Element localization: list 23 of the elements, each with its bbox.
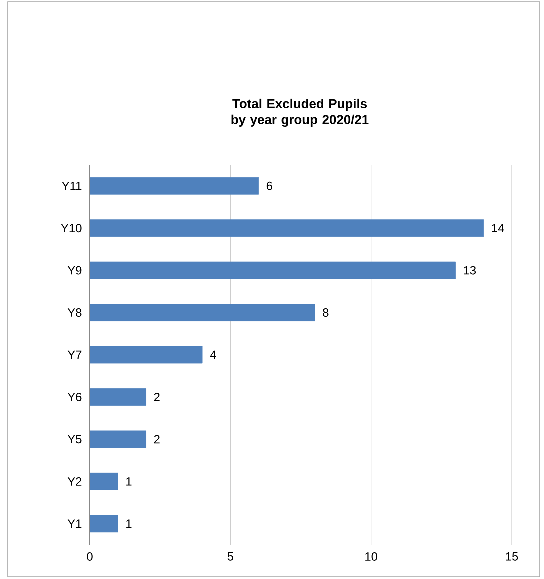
x-tick-label: 0 — [87, 552, 93, 561]
data-label: 1 — [126, 478, 132, 486]
y-tick-label: Y2 — [68, 478, 82, 486]
y-tick-label: Y9 — [68, 266, 82, 275]
data-label: 13 — [464, 266, 476, 275]
y-tick-label: Y11 — [62, 182, 82, 190]
data-label: 2 — [154, 435, 160, 444]
data-label: 1 — [126, 520, 132, 528]
y-tick-label: Y5 — [68, 435, 82, 444]
data-label: 14 — [492, 224, 504, 232]
y-tick-label: Y6 — [68, 393, 82, 402]
y-tick-label: Y7 — [68, 350, 82, 360]
y-tick-label: Y10 — [61, 224, 82, 233]
x-tick-label: 10 — [366, 552, 378, 561]
data-label: 4 — [210, 350, 216, 360]
chart-title: Total Excluded Pupils by year group 2020/21 — [232, 98, 369, 128]
data-label: 2 — [154, 393, 160, 402]
x-tick-label: 15 — [506, 552, 518, 561]
x-tick-label: 5 — [228, 552, 234, 561]
data-label: 8 — [323, 308, 329, 318]
y-tick-label: Y8 — [68, 308, 82, 318]
data-label: 6 — [266, 182, 272, 190]
y-tick-label: Y1 — [68, 520, 82, 528]
